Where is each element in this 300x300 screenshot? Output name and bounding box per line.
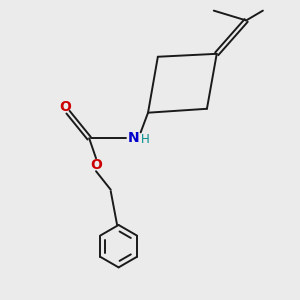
Text: N: N: [128, 131, 139, 145]
Text: O: O: [59, 100, 71, 114]
Text: O: O: [90, 158, 102, 172]
Text: H: H: [141, 133, 150, 146]
